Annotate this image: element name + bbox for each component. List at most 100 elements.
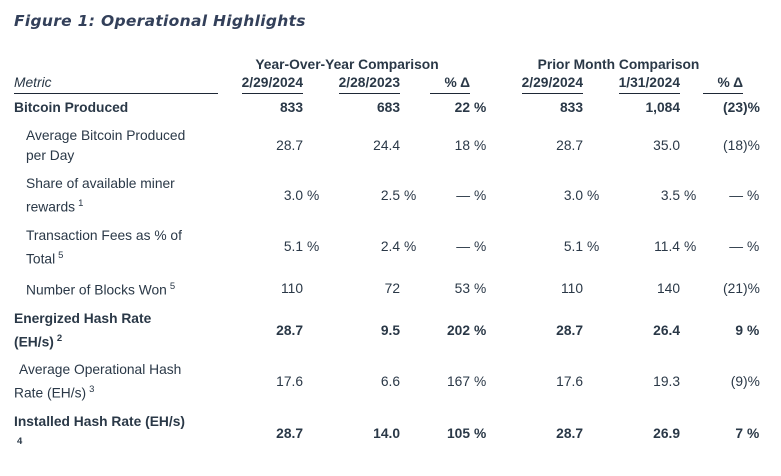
value-cell: 26.9 — [583, 424, 680, 444]
value-number: 140 — [656, 280, 680, 296]
value-number: 5.1 — [563, 239, 583, 255]
column-header-pm-current: 2/29/2024 — [470, 75, 583, 94]
value-suffix: % — [747, 425, 760, 441]
footnote-marker: 1 — [78, 198, 84, 209]
value-cell: 28.7 — [470, 136, 583, 156]
value-cell: 24.4 — [303, 136, 400, 156]
column-header-yoy-prior: 2/28/2023 — [303, 75, 400, 94]
value-cell: 28.7 — [224, 424, 303, 444]
value-number: 110 — [281, 280, 303, 296]
value-suffix: )% — [743, 280, 760, 296]
metric-label: Bitcoin Produced — [14, 98, 224, 118]
operational-highlights-table: Year-Over-Year Comparison Prior Month Co… — [14, 57, 767, 476]
value-suffix: % — [404, 239, 417, 255]
column-header-label: % Δ — [430, 75, 470, 94]
value-cell: 5.1% — [470, 237, 599, 257]
value-cell: 28.7 — [224, 321, 303, 341]
metric-label: Installed Hash Rate (EH/s) 4 — [14, 412, 224, 456]
value-suffix: % — [747, 187, 760, 203]
column-header-metric: Metric — [14, 75, 224, 94]
value-cell: 202% — [400, 321, 486, 341]
footnote-marker: 5 — [169, 281, 176, 293]
metric-header-label: Metric — [14, 75, 218, 94]
value-number: 2.5 — [380, 187, 400, 203]
value-cell: 3.0% — [224, 186, 319, 206]
value-cell: 26.4 — [583, 321, 680, 341]
table-row: Share of available miner rewards 1 3.0% 2.5… — [14, 170, 767, 222]
column-header-label: 2/29/2024 — [241, 75, 303, 94]
metric-label: Share of available miner rewards 1 — [14, 174, 224, 218]
value-number: 3.0 — [283, 187, 303, 203]
value-number: (18 — [723, 138, 743, 153]
column-header-label: 2/28/2023 — [338, 75, 400, 94]
value-cell: 833 — [224, 98, 303, 118]
value-cell: 17.6 — [224, 372, 303, 392]
value-number: 28.7 — [556, 425, 583, 441]
bottom-rule — [583, 466, 680, 476]
value-number: (9 — [730, 374, 743, 390]
value-number: (23 — [723, 100, 743, 115]
value-number: 24.4 — [373, 138, 400, 153]
value-cell: 7% — [680, 424, 767, 444]
value-cell: 72 — [303, 279, 400, 299]
value-number: 11.4 — [654, 239, 680, 255]
table-body: Bitcoin Produced 833 683 22% 833 1,084 (23)% Av… — [14, 94, 767, 460]
footnote-marker: 3 — [89, 384, 95, 396]
value-cell: 28.7 — [470, 424, 583, 444]
group-header-spacer — [14, 57, 224, 72]
group-header-row: Year-Over-Year Comparison Prior Month Co… — [14, 57, 767, 72]
value-number: 105 — [446, 425, 470, 441]
figure-title: Figure 1: Operational Highlights — [14, 12, 306, 30]
value-number: 26.4 — [653, 322, 680, 338]
value-suffix: % — [404, 187, 417, 203]
metric-text: Bitcoin Produced — [14, 100, 129, 115]
value-cell: 11.4% — [583, 237, 696, 257]
value-number: 18 — [454, 138, 470, 153]
value-cell: 110 — [470, 279, 583, 299]
value-cell: 28.7 — [470, 321, 583, 341]
table-row: Bitcoin Produced 833 683 22% 833 1,084 (23)% — [14, 94, 767, 122]
metric-text: Energized Hash Rate (EH/s) — [14, 310, 152, 350]
value-number: 26.9 — [653, 425, 680, 441]
value-number: 3.5 — [660, 187, 680, 203]
value-number: 28.7 — [276, 425, 303, 441]
table-row: Energized Hash Rate (EH/s) 2 28.7 9.5 202% 28… — [14, 305, 767, 357]
column-header-row: Metric 2/29/2024 2/28/2023 % Δ 2/29/2024… — [14, 75, 767, 94]
value-number: 833 — [559, 100, 583, 115]
metric-label: Average Bitcoin Produced per Day — [14, 126, 224, 166]
value-cell: 53% — [400, 279, 487, 299]
value-cell: 22% — [400, 98, 487, 118]
value-cell: —% — [400, 186, 486, 206]
value-cell: 19.3 — [583, 372, 680, 392]
value-suffix: % — [474, 100, 487, 115]
value-number: 202 — [446, 322, 470, 338]
metric-text: Installed Hash Rate (EH/s) — [14, 413, 185, 429]
metric-label: Transaction Fees as % of Total 5 — [14, 226, 224, 270]
value-cell: 110 — [224, 279, 303, 299]
value-number: 1,084 — [645, 100, 680, 115]
value-cell: 683 — [303, 98, 400, 118]
value-suffix: % — [474, 425, 487, 441]
value-cell: 3.0% — [470, 186, 599, 206]
value-number: — — [456, 239, 470, 255]
value-number: 22 — [454, 100, 470, 115]
column-header-pm-delta: % Δ — [680, 75, 767, 94]
value-cell: (18)% — [680, 136, 767, 156]
metric-text: Average Operational Hash Rate (EH/s) — [14, 362, 182, 401]
value-cell: (9)% — [680, 372, 767, 392]
value-number: 2.4 — [380, 239, 400, 255]
value-number: 28.7 — [276, 322, 303, 338]
value-cell: 167% — [400, 372, 486, 392]
value-number: 28.7 — [276, 138, 303, 153]
bottom-rule — [400, 466, 470, 476]
value-number: 167 — [446, 374, 470, 390]
value-suffix: % — [474, 239, 487, 255]
value-number: 5.1 — [283, 239, 303, 255]
value-suffix: )% — [743, 100, 760, 115]
value-cell: 5.1% — [224, 237, 319, 257]
metric-label: Energized Hash Rate (EH/s) 2 — [14, 309, 224, 353]
value-number: 35.0 — [653, 138, 680, 153]
value-cell: —% — [680, 237, 767, 257]
group-header-yoy: Year-Over-Year Comparison — [255, 57, 439, 72]
value-number: — — [456, 187, 470, 203]
